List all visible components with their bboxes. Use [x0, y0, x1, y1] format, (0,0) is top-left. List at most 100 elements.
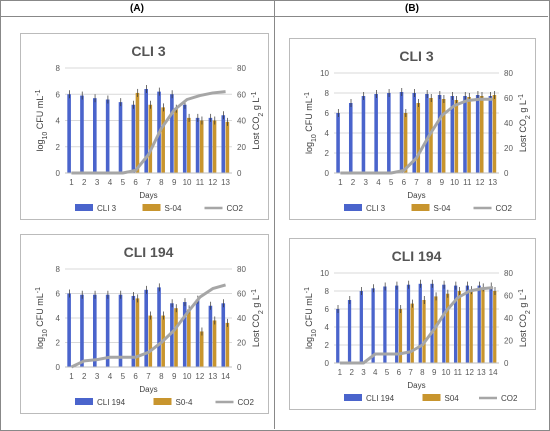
x-tick-label: 11: [196, 178, 205, 187]
y2-tick-label: 20: [504, 144, 513, 153]
x-tick-label: 2: [349, 368, 354, 377]
bar: [161, 107, 165, 173]
bar: [395, 285, 399, 363]
bar: [450, 96, 455, 173]
x-tick-label: 9: [440, 178, 445, 187]
legend-label: CLI 194: [366, 394, 395, 403]
bar: [361, 96, 366, 173]
x-tick-label: 10: [442, 368, 451, 377]
bar: [182, 104, 187, 173]
y-tick-label: 0: [56, 363, 61, 372]
bar: [465, 285, 470, 363]
chart-title: CLI 194: [124, 244, 174, 260]
bar: [157, 287, 161, 367]
x-tick-label: 12: [476, 178, 485, 187]
y-tick-label: 6: [325, 109, 330, 118]
x-tick-label: 4: [108, 372, 113, 381]
x-tick-label: 1: [69, 372, 74, 381]
x-tick-label: 8: [420, 368, 425, 377]
bar: [416, 103, 421, 173]
chart-svg: CLI 3 0 2 4 6 8 10 0 20 40 60 80 log10 CFU mL-1 Lost …: [304, 48, 532, 213]
x-tick-label: 12: [465, 368, 474, 377]
bar: [442, 284, 446, 363]
x-tick-label: 5: [389, 178, 394, 187]
bar: [195, 299, 200, 367]
y-tick-label: 8: [325, 287, 330, 296]
legend-label: S0-4: [176, 398, 193, 407]
bar: [493, 291, 497, 363]
bar: [225, 322, 230, 367]
legend-label: CLI 194: [97, 398, 126, 407]
y2-tick-label: 80: [237, 265, 246, 274]
bar: [430, 283, 434, 363]
bar: [170, 303, 174, 367]
bar: [406, 284, 411, 363]
bar: [441, 99, 446, 173]
bar: [488, 96, 493, 173]
x-tick-label: 6: [402, 178, 407, 187]
bar: [174, 108, 178, 173]
x-tick-label: 12: [195, 372, 204, 381]
y-tick-label: 10: [320, 269, 329, 278]
legend-label: CO2: [227, 204, 244, 213]
y-tick-label: 2: [325, 341, 330, 350]
y2-tick-label: 80: [237, 64, 246, 73]
bar: [212, 120, 217, 173]
bar: [80, 294, 84, 367]
y2-tick-label: 20: [237, 339, 246, 348]
x-tick-label: 2: [82, 178, 87, 187]
legend-swatch: [75, 398, 93, 405]
co2-line: [70, 283, 226, 369]
bar: [221, 303, 226, 367]
x-tick-label: 13: [208, 372, 217, 381]
column-divider: [274, 0, 275, 429]
x-tick-label: 8: [159, 178, 164, 187]
bar: [195, 117, 200, 173]
y-axis-title: log10 CFU mL-1: [35, 89, 49, 151]
y-tick-label: 4: [56, 117, 61, 126]
legend-swatch: [75, 204, 93, 211]
bar: [118, 102, 123, 173]
bar: [208, 305, 213, 367]
chart-title: CLI 194: [392, 248, 442, 264]
x-tick-label: 10: [183, 372, 192, 381]
x-tick-label: 3: [361, 368, 366, 377]
bar: [80, 95, 84, 173]
y-axis-title: log10 CFU mL-1: [304, 92, 318, 154]
bar: [199, 120, 204, 173]
x-axis-title: Days: [407, 191, 425, 200]
bar: [348, 103, 353, 173]
bar: [434, 296, 438, 363]
x-tick-label: 11: [463, 178, 472, 187]
x-tick-label: 7: [146, 372, 151, 381]
y2-tick-label: 60: [504, 94, 513, 103]
legend-label: CLI 3: [97, 204, 117, 213]
y-tick-label: 6: [56, 90, 61, 99]
x-tick-label: 6: [133, 372, 138, 381]
bar: [410, 303, 414, 363]
legend-label: CO2: [238, 398, 255, 407]
co2-line: [339, 286, 494, 365]
y2-tick-label: 60: [504, 292, 513, 301]
x-tick-label: 9: [172, 372, 177, 381]
y2-tick-label: 60: [237, 290, 246, 299]
legend-swatch: [344, 204, 362, 211]
bar: [403, 113, 408, 173]
chart-a-cli194: CLI 194 0 2 4 6 8 0 20 40 60 80 log10 CFU mL-1 Lost …: [20, 234, 269, 414]
bar: [437, 95, 442, 173]
x-tick-label: 1: [338, 178, 343, 187]
panel-label-b: (B): [405, 3, 419, 14]
bar: [481, 287, 485, 363]
y2-tick-label: 20: [504, 337, 513, 346]
y2-tick-label: 60: [237, 90, 246, 99]
x-tick-label: 14: [221, 372, 230, 381]
chart-a-cli3: CLI 3 0 2 4 6 8 0 20 40 60 80 log10 CFU mL-1 Lost CO…: [20, 33, 269, 220]
y2-tick-label: 80: [504, 69, 513, 78]
y2-tick-label: 40: [237, 314, 246, 323]
x-tick-label: 8: [159, 372, 164, 381]
legend-swatch: [411, 204, 430, 211]
y2-tick-label: 0: [237, 363, 242, 372]
y2-tick-label: 0: [504, 359, 509, 368]
bar: [371, 288, 375, 363]
